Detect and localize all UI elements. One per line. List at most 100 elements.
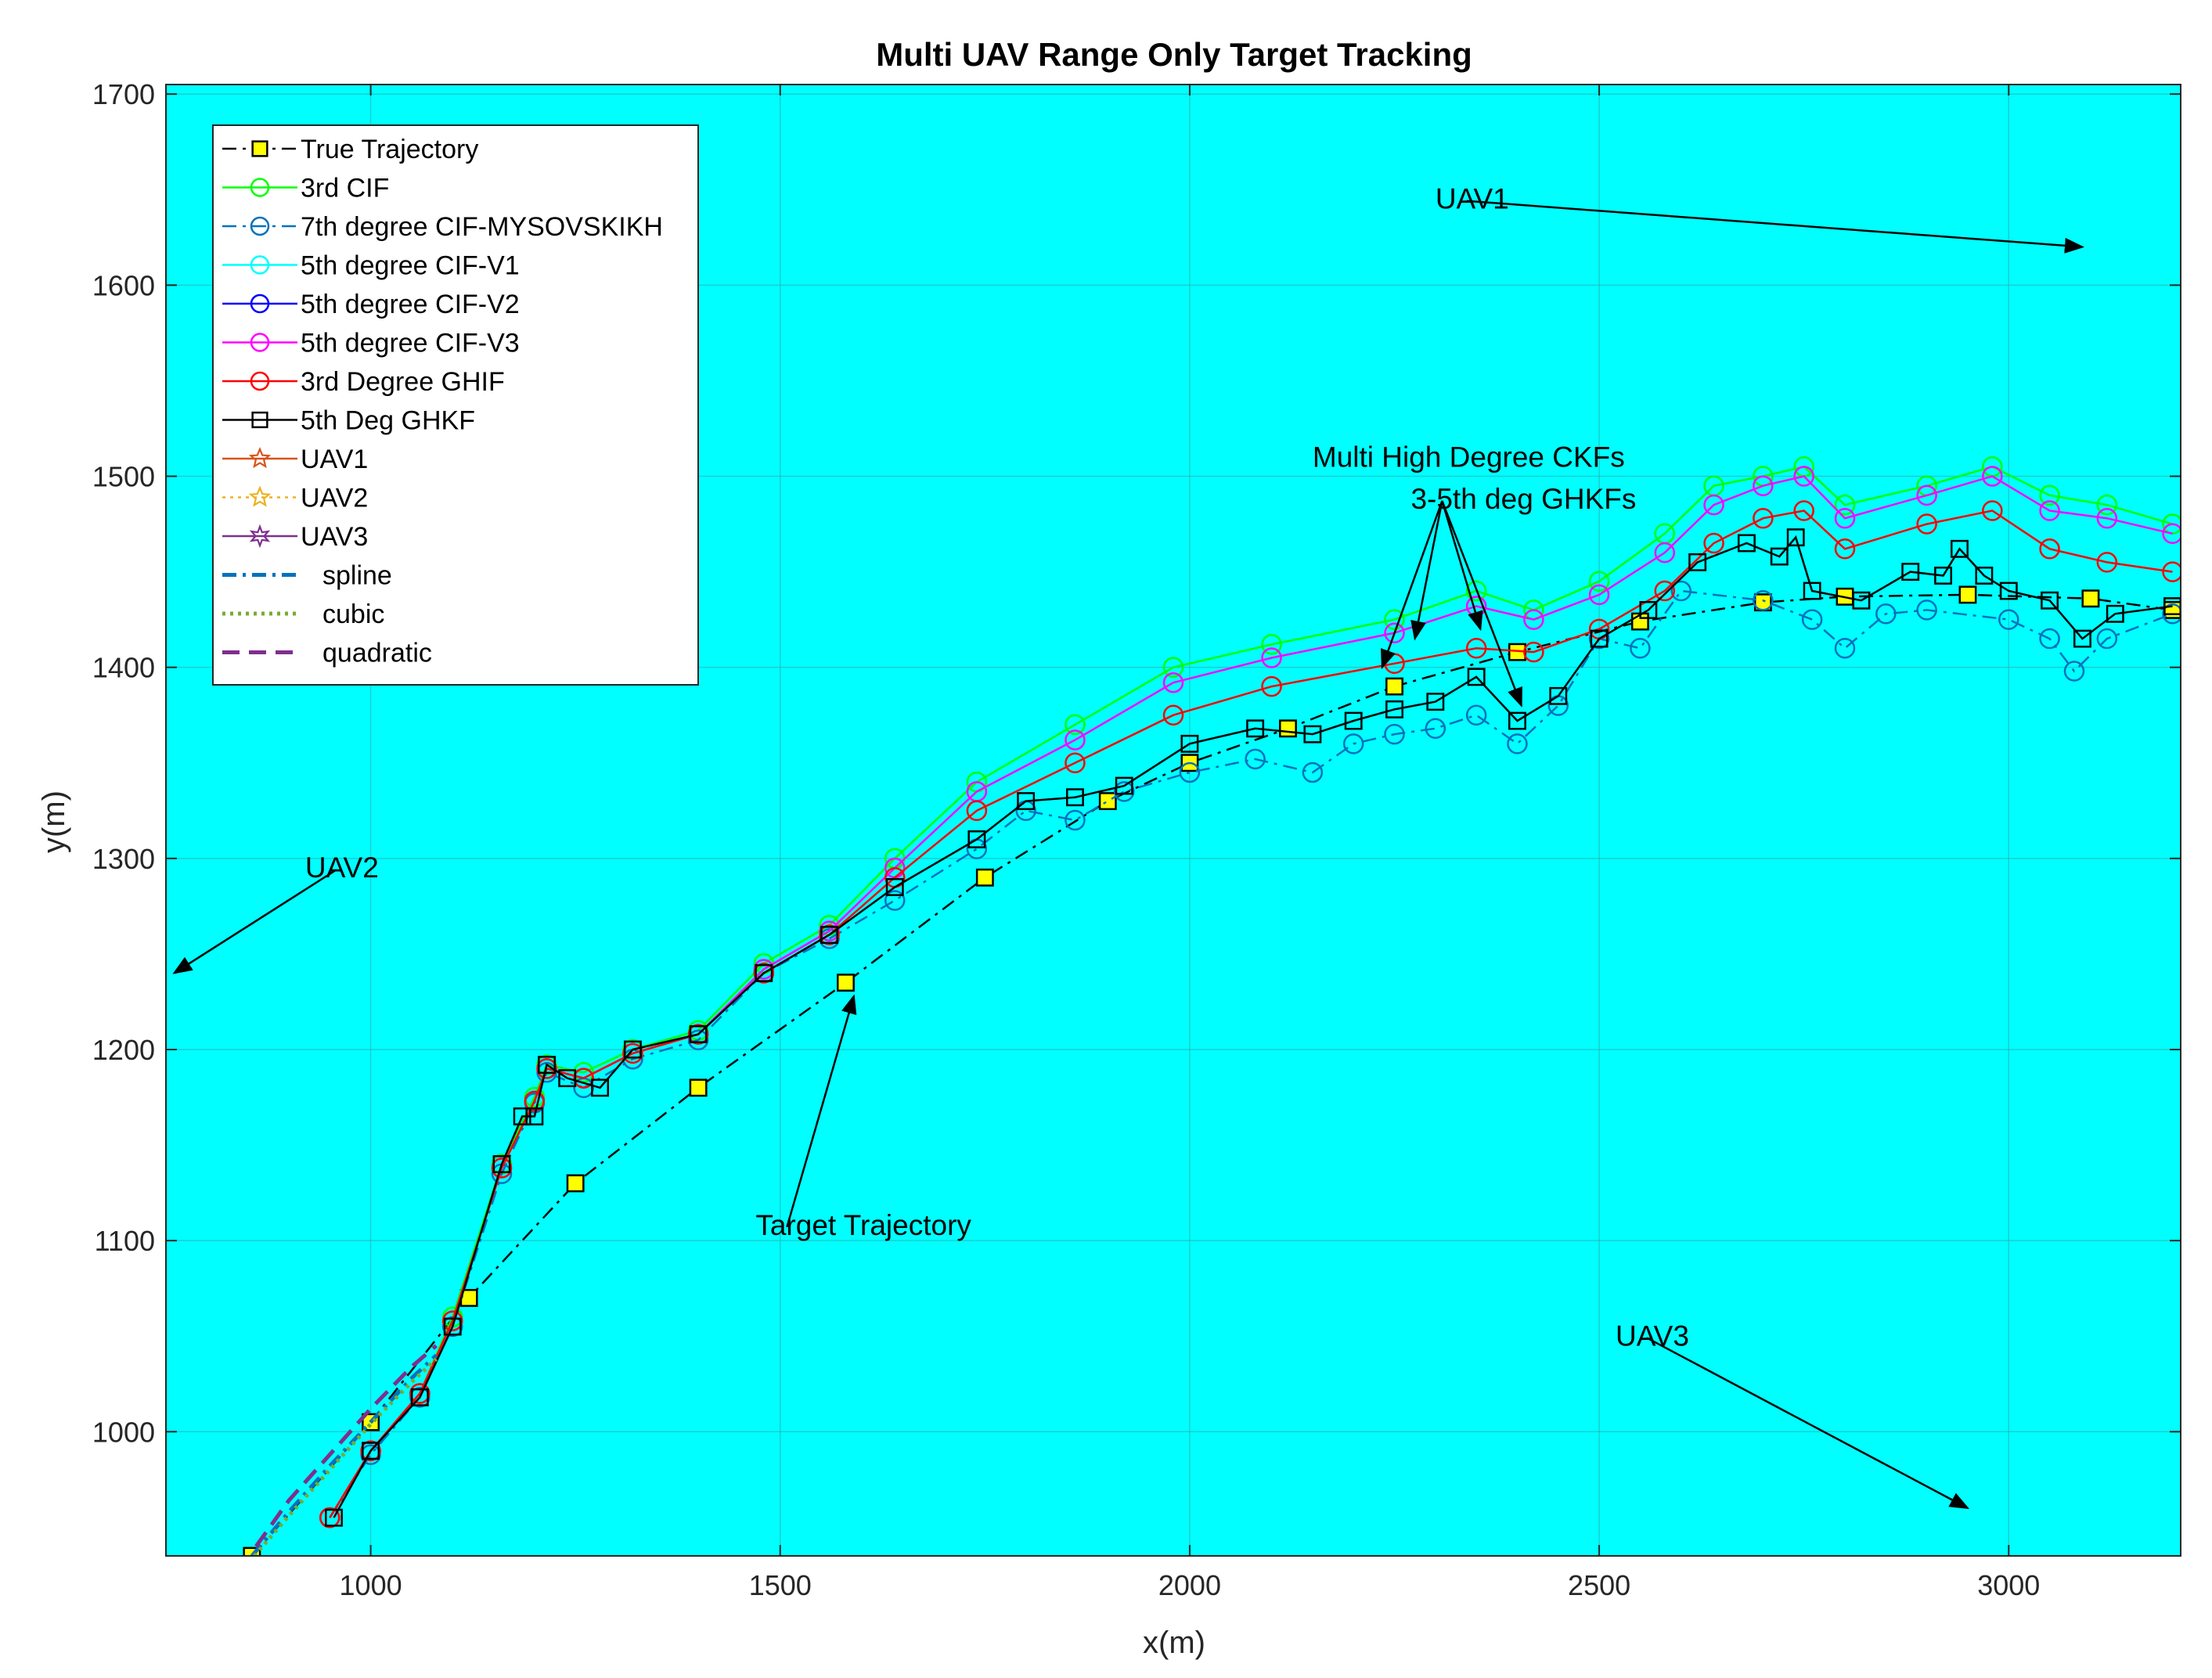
data-point bbox=[1639, 600, 1658, 619]
data-point bbox=[1630, 638, 1651, 659]
data-point bbox=[623, 1040, 642, 1059]
data-point bbox=[819, 924, 840, 945]
legend-marker bbox=[250, 371, 270, 391]
data-point bbox=[319, 1507, 340, 1529]
data-point bbox=[538, 1056, 556, 1074]
annotation-arrow bbox=[1410, 500, 1443, 641]
legend-marker bbox=[248, 485, 272, 507]
series-line bbox=[333, 535, 2173, 1518]
data-point bbox=[325, 1508, 343, 1527]
data-point bbox=[820, 926, 838, 944]
legend-item: 7th degree CIF-MYSOVSKIKH bbox=[222, 212, 663, 242]
data-point bbox=[1654, 580, 1676, 602]
annotation-uav2: UAV2 bbox=[172, 852, 379, 974]
annotation-arrow bbox=[1441, 500, 1522, 708]
data-point bbox=[1998, 609, 2019, 630]
legend-item: UAV3 bbox=[222, 522, 368, 552]
x-tick-label: 1000 bbox=[340, 1569, 402, 1601]
y-tick-label: 1100 bbox=[95, 1225, 155, 1257]
legend-label: quadratic bbox=[322, 639, 432, 668]
y-tick-label: 1500 bbox=[92, 461, 155, 493]
series-layer bbox=[243, 456, 2181, 1556]
data-point bbox=[1162, 672, 1184, 693]
data-point bbox=[1834, 494, 1856, 516]
data-point bbox=[2039, 484, 2060, 506]
y-tick-label: 1600 bbox=[92, 269, 155, 301]
grid bbox=[166, 85, 2181, 1556]
data-point bbox=[1934, 567, 1953, 585]
legend-label: True Trajectory bbox=[301, 135, 478, 164]
legend: True Trajectory 3rd CIF 7th degree CIF-MYS… bbox=[212, 124, 699, 686]
legend-label: UAV1 bbox=[301, 445, 368, 474]
annotation-uav3: UAV3 bbox=[1616, 1320, 1970, 1510]
x-tick-label: 2500 bbox=[1568, 1569, 1630, 1601]
data-point bbox=[1467, 668, 1486, 686]
data-point bbox=[243, 1547, 261, 1556]
series-line bbox=[254, 1344, 438, 1548]
data-point bbox=[1162, 657, 1184, 678]
legend-label: 5th degree CIF-V2 bbox=[301, 290, 520, 319]
data-point bbox=[1017, 792, 1036, 811]
x-tick-label: 2000 bbox=[1158, 1569, 1221, 1601]
data-point bbox=[410, 1388, 429, 1406]
data-point bbox=[573, 1068, 594, 1089]
data-point bbox=[1426, 693, 1445, 711]
annotation-arrow bbox=[1466, 200, 2084, 254]
data-point bbox=[1523, 609, 1544, 630]
data-point bbox=[1279, 719, 1297, 738]
series-quadratic bbox=[254, 1344, 438, 1548]
y-tick-label: 1000 bbox=[92, 1416, 155, 1448]
data-point bbox=[1982, 500, 2003, 521]
data-point bbox=[1065, 714, 1086, 736]
data-point bbox=[1261, 634, 1282, 655]
data-point bbox=[558, 1069, 577, 1088]
data-point bbox=[1999, 582, 2018, 600]
data-point bbox=[443, 1317, 462, 1336]
data-point bbox=[1703, 494, 1724, 516]
series-3rd-degree-ghif bbox=[319, 500, 2181, 1529]
legend-item: 3rd Degree GHIF bbox=[222, 367, 505, 397]
data-point bbox=[1916, 513, 1937, 535]
data-point bbox=[1703, 532, 1724, 554]
y-tick-label: 1400 bbox=[92, 652, 155, 684]
data-point bbox=[753, 963, 775, 984]
data-point bbox=[1245, 748, 1266, 770]
data-point bbox=[1852, 591, 1871, 610]
data-point bbox=[524, 1090, 546, 1112]
legend-marker bbox=[250, 293, 270, 314]
data-point bbox=[1688, 553, 1707, 571]
data-point bbox=[689, 1025, 708, 1043]
data-point bbox=[1549, 686, 1568, 705]
data-point bbox=[2039, 538, 2060, 560]
data-point bbox=[1793, 500, 1814, 521]
data-point bbox=[1115, 776, 1133, 795]
data-point bbox=[1982, 466, 2003, 487]
annotation-3-5th-deg-ghkfs: 3-5th deg GHKFs bbox=[1381, 483, 1636, 708]
data-point bbox=[1753, 589, 1774, 611]
legend-item: 5th Deg GHKF bbox=[222, 406, 475, 436]
data-point bbox=[1065, 788, 1084, 807]
annotation-label: Multi High Degree CKFs bbox=[1313, 441, 1625, 473]
data-point bbox=[1588, 584, 1610, 606]
series-line bbox=[329, 510, 2173, 1518]
x-axis-label: x(m) bbox=[1143, 1626, 1205, 1660]
data-point bbox=[2096, 552, 2118, 573]
data-point bbox=[1834, 507, 1856, 529]
data-point bbox=[536, 1058, 557, 1079]
data-point bbox=[1654, 542, 1676, 564]
data-point bbox=[360, 1440, 381, 1461]
data-point bbox=[1384, 723, 1405, 745]
data-point bbox=[1465, 638, 1487, 659]
data-point bbox=[1770, 547, 1789, 566]
annotation-arrow bbox=[1646, 1337, 1970, 1510]
annotation-label: 3-5th deg GHKFs bbox=[1410, 483, 1636, 515]
data-point bbox=[2041, 591, 2059, 610]
data-point bbox=[2096, 494, 2118, 516]
data-point bbox=[1162, 704, 1184, 726]
legend-item: cubic bbox=[222, 600, 384, 629]
data-point bbox=[1951, 539, 1969, 558]
chart-title: Multi UAV Range Only Target Tracking bbox=[876, 36, 1472, 73]
data-point bbox=[687, 1024, 709, 1045]
